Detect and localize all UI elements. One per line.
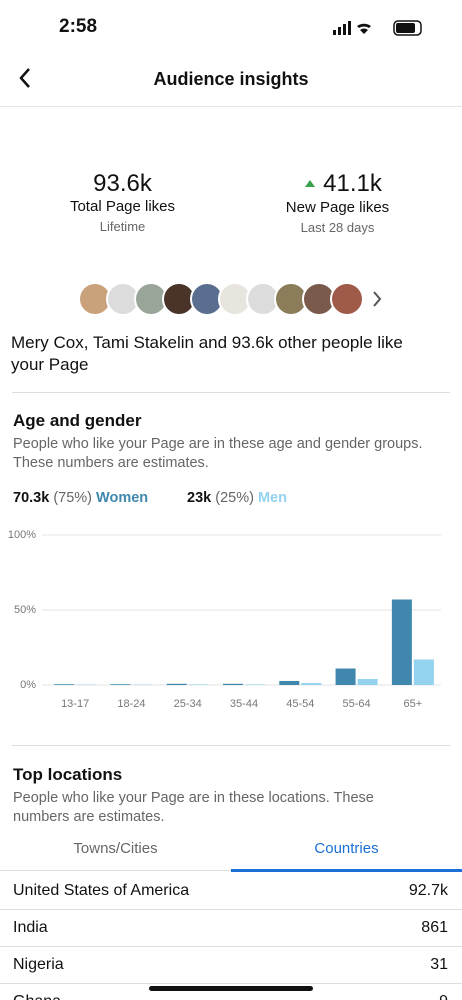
bar — [279, 680, 300, 685]
x-tick-label: 55-64 — [343, 698, 371, 710]
chart: 0% 50% 100% 13-17 18-24 25-34 35-44 45-54 55-64 6… — [8, 529, 441, 710]
home-indicator — [149, 986, 313, 991]
bar — [413, 659, 434, 685]
section-title: Top locations — [13, 765, 123, 784]
bar — [335, 668, 356, 685]
friends-text: Mery Cox, Tami Stakelin and 93.6k other … — [11, 333, 403, 374]
divider — [0, 106, 462, 107]
location-row: Ghana 9 — [0, 983, 462, 1000]
bar — [188, 684, 209, 685]
bar — [223, 683, 243, 685]
stat-value: 41.1k — [323, 170, 382, 197]
location-count: 92.7k — [408, 882, 448, 899]
location-row: Nigeria 31 — [0, 946, 462, 984]
tab[interactable]: Towns/Cities — [73, 840, 158, 857]
legend: 23k (25%) Men — [187, 490, 287, 506]
stat-label: New Page likes — [285, 199, 390, 216]
location-row: India 861 — [0, 909, 462, 947]
legend-count: 23k — [187, 490, 212, 506]
back-button[interactable] — [14, 66, 38, 90]
section-title: Age and gender — [13, 411, 142, 430]
stat-period: Last 28 days — [300, 220, 375, 235]
bar — [391, 599, 412, 685]
legend-name: Women — [96, 490, 149, 506]
location-name: India — [13, 919, 48, 936]
bar — [245, 684, 265, 685]
location-name: Ghana — [13, 993, 61, 1000]
avatar-row[interactable] — [77, 281, 387, 317]
up-arrow — [305, 180, 315, 187]
section-description: People who like your Page are in these l… — [13, 790, 374, 825]
page-title: Audience insights — [153, 69, 309, 89]
location-count: 9 — [439, 993, 448, 1000]
stat-label: Total Page likes — [69, 198, 176, 215]
location-row: United States of America 92.7k — [0, 872, 462, 910]
stat-period: Lifetime — [99, 219, 146, 234]
bar — [357, 679, 378, 685]
location-count: 861 — [421, 919, 448, 936]
divider — [12, 392, 450, 393]
stat-value: 93.6k — [93, 170, 152, 197]
legend: 70.3k (75%) Women — [13, 490, 148, 506]
x-tick-label: 45-54 — [286, 698, 314, 710]
legend-share: (25%) — [215, 490, 254, 506]
bar — [301, 683, 322, 685]
x-tick-label: 13-17 — [61, 698, 89, 710]
x-tick-label: 18-24 — [117, 698, 145, 710]
legend-name: Men — [257, 490, 287, 506]
location-name: United States of America — [13, 882, 190, 899]
location-name: Nigeria — [13, 956, 64, 973]
bar — [54, 684, 75, 685]
bar — [110, 684, 131, 685]
x-tick-label: 25-34 — [174, 698, 202, 710]
y-tick-label: 0% — [20, 679, 36, 691]
y-tick-label: 50% — [14, 604, 36, 616]
status-time: 2:58 — [59, 16, 98, 37]
divider — [12, 745, 450, 746]
x-tick-label: 35-44 — [230, 698, 258, 710]
status-icons — [333, 20, 427, 36]
y-tick-label: 100% — [8, 529, 36, 541]
section-description: People who like your Page are in these a… — [13, 436, 423, 471]
bar — [166, 683, 187, 685]
tab-active[interactable]: Countries — [314, 840, 379, 857]
legend-share: (75%) — [53, 490, 93, 506]
tab-indicator — [231, 869, 462, 872]
location-count: 31 — [430, 956, 448, 973]
legend-count: 70.3k — [13, 490, 50, 506]
x-tick-label: 65+ — [404, 698, 423, 710]
